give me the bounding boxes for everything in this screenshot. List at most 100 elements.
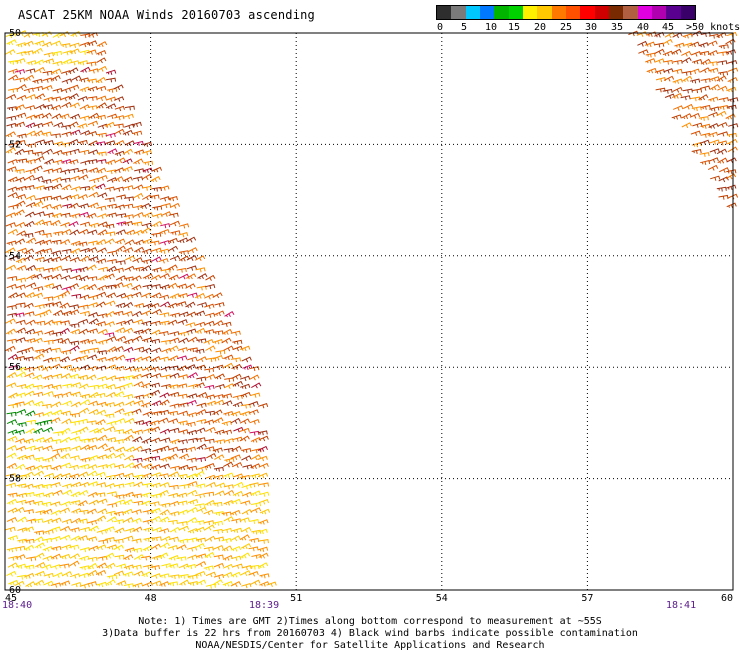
wind-barb: [61, 436, 72, 443]
wind-barb: [95, 482, 107, 488]
wind-barb: [104, 332, 115, 338]
wind-barb: [79, 481, 90, 488]
wind-barb: [232, 473, 244, 479]
wind-barb: [141, 258, 152, 265]
wind-barb: [176, 355, 188, 361]
wind-barb: [44, 158, 55, 165]
wind-barb: [149, 194, 160, 200]
wind-barb: [141, 222, 152, 228]
wind-barb: [7, 535, 19, 541]
wind-barb: [51, 384, 62, 390]
wind-barb: [24, 390, 35, 397]
wind-barb: [96, 284, 108, 291]
wind-barb: [32, 337, 43, 344]
wind-barb: [259, 573, 270, 579]
wind-barb: [96, 85, 107, 92]
wind-barb: [717, 85, 728, 92]
wind-barb: [43, 339, 54, 345]
wind-barb: [60, 453, 71, 460]
wind-barb: [195, 437, 206, 443]
wind-barb: [5, 247, 16, 254]
wind-barb: [97, 123, 108, 130]
wind-barb: [204, 551, 215, 559]
wind-barb: [97, 328, 108, 335]
wind-barb: [133, 570, 144, 577]
wind-barb: [132, 582, 144, 588]
wind-barb: [68, 283, 79, 290]
wind-barb: [178, 250, 189, 255]
wind-barb: [222, 328, 233, 335]
wind-barb: [104, 121, 115, 128]
wind-barb: [115, 157, 126, 164]
wind-barb: [204, 329, 215, 335]
wind-barb: [167, 319, 178, 326]
wind-barb: [177, 420, 188, 426]
wind-barb: [14, 580, 25, 587]
wind-barb: [41, 403, 52, 409]
wind-barb: [159, 573, 170, 579]
wind-barb: [61, 364, 73, 370]
wind-barb: [15, 445, 27, 452]
wind-barb: [87, 556, 98, 562]
wind-barb: [115, 354, 126, 361]
wind-barb: [160, 437, 171, 443]
wind-barb: [214, 454, 225, 461]
note-line-3: NOAA/NESDIS/Center for Satellite Applica…: [195, 640, 545, 651]
wind-barb: [132, 176, 144, 182]
wind-barb: [692, 122, 703, 128]
wind-barb: [125, 229, 136, 236]
wind-barb: [25, 319, 36, 326]
wind-barb: [151, 400, 162, 407]
wind-barb: [707, 40, 718, 47]
wind-barb: [106, 544, 118, 550]
wind-barb: [718, 44, 729, 50]
wind-barb: [222, 555, 234, 561]
wind-barb: [131, 538, 142, 544]
wind-barb: [60, 349, 71, 355]
wind-barb: [96, 57, 107, 64]
wind-barb: [115, 229, 126, 236]
wind-barb: [160, 456, 171, 462]
wind-barb: [725, 49, 736, 55]
wind-barb: [224, 457, 235, 463]
wind-barb: [25, 94, 37, 100]
wind-barb: [60, 410, 72, 416]
wind-barb: [88, 409, 99, 415]
wind-barb: [708, 157, 719, 163]
wind-barb: [89, 222, 100, 229]
wind-barb: [698, 42, 709, 48]
wind-barb: [159, 248, 170, 254]
legend-tick-labels: 0 5 10 15 20 25 30 35 40 45 >50 knots: [436, 22, 740, 36]
wind-barb: [24, 328, 36, 335]
wind-barb: [43, 491, 55, 498]
wind-barb: [204, 491, 215, 497]
wind-barb: [683, 103, 694, 110]
wind-barb: [115, 327, 126, 334]
wind-barb: [23, 149, 34, 155]
wind-barb: [52, 373, 63, 379]
wind-barb: [104, 446, 115, 453]
wind-barb: [80, 444, 91, 451]
grid-lines: [5, 33, 733, 590]
wind-barb: [96, 159, 107, 164]
wind-barb: [79, 565, 90, 571]
wind-barb: [203, 565, 214, 571]
wind-barb: [159, 320, 170, 326]
wind-barb: [240, 345, 251, 352]
latitude-label: -52: [3, 139, 21, 150]
wind-barb: [16, 574, 27, 580]
wind-barb: [78, 318, 89, 325]
wind-barb: [194, 520, 205, 526]
wind-barb: [186, 273, 197, 280]
wind-barb: [88, 177, 100, 184]
wind-barb: [68, 138, 79, 145]
wind-barb: [34, 304, 45, 310]
wind-barb: [34, 349, 45, 354]
wind-barb: [69, 42, 81, 48]
wind-barbs-layer: [5, 30, 739, 589]
wind-barb: [132, 373, 143, 380]
wind-barb: [149, 501, 160, 507]
wind-barb: [673, 105, 684, 111]
wind-barb: [15, 200, 26, 207]
wind-barb: [43, 391, 54, 397]
